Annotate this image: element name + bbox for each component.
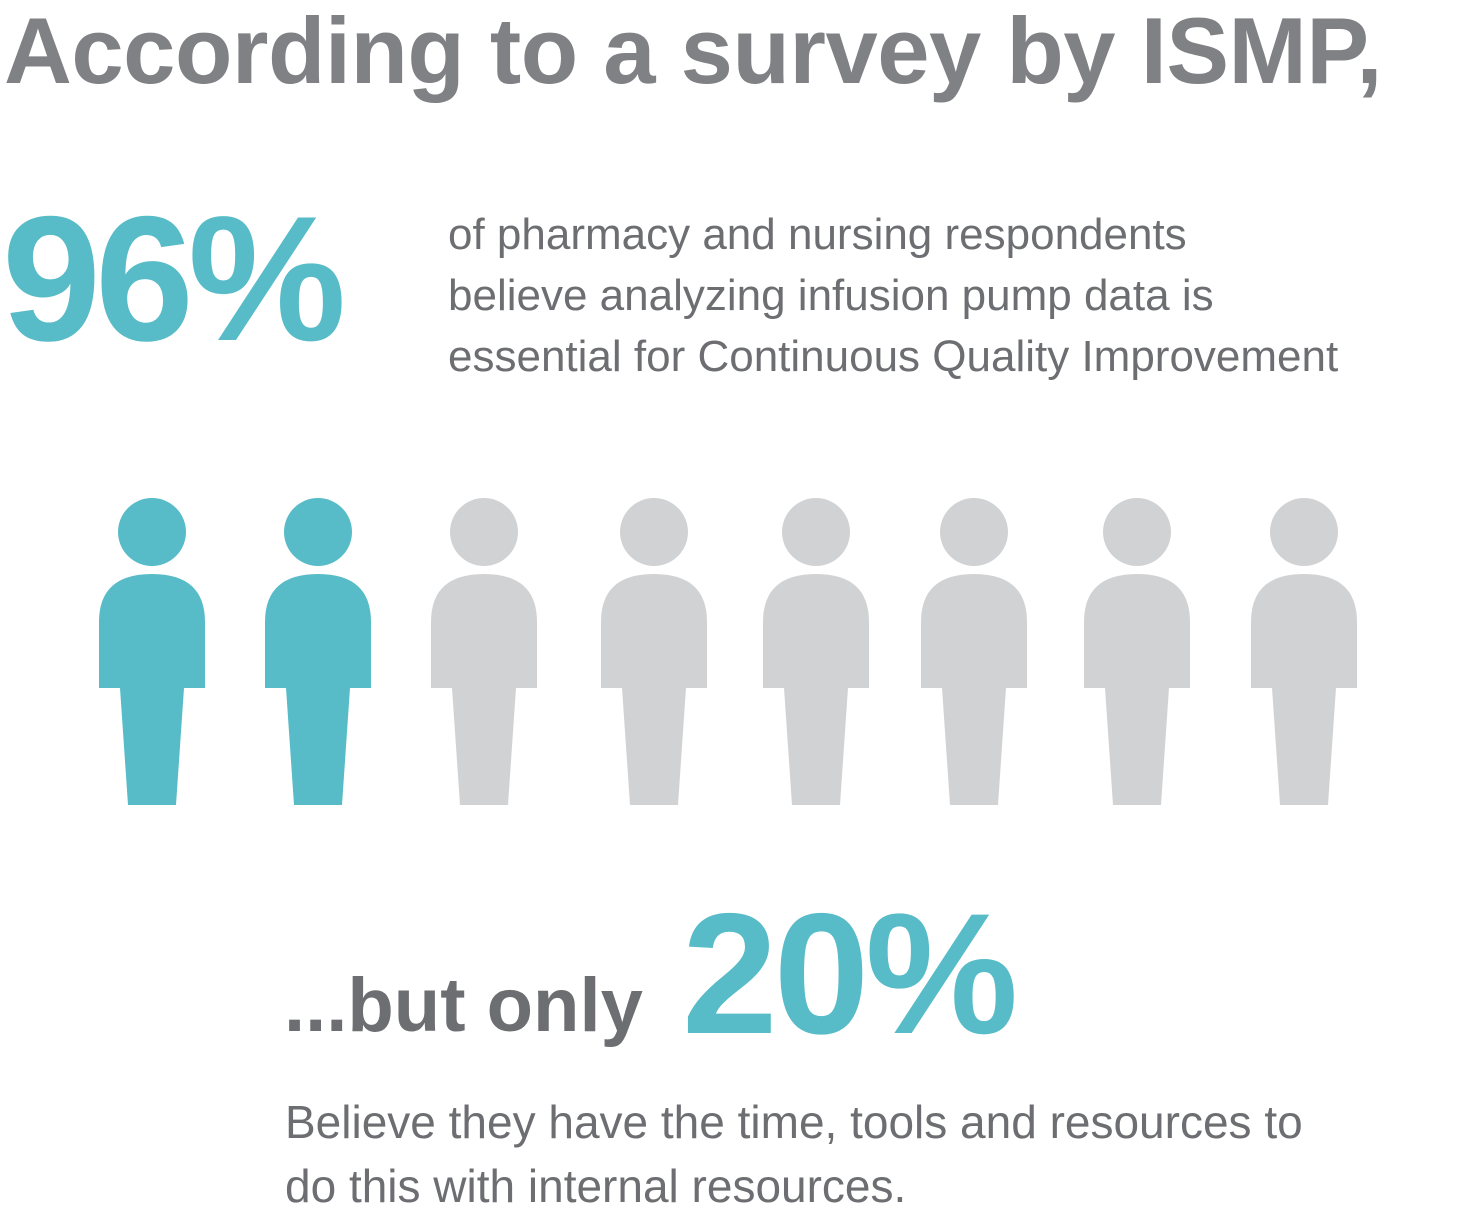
person-body [763,574,869,805]
person-icon-graphic [431,498,537,805]
stat-20-description: Believe they have the time, tools and re… [285,1090,1480,1218]
person-icon-graphic [601,498,707,805]
person-icon [431,490,537,806]
person-icon-graphic [265,498,371,805]
headline: According to a survey by ISMP, [4,0,1383,103]
person-icon [1251,490,1357,806]
person-head [782,498,850,566]
person-body [601,574,707,805]
stat-96-percent: 96% [2,179,346,378]
person-icon [265,490,371,806]
but-only-text: ...but only [284,963,643,1048]
stat-20-description-line: do this with internal resources. [285,1160,907,1212]
person-body [265,574,371,805]
person-body [1251,574,1357,805]
person-icon-graphic [1084,498,1190,805]
stat-96-description-line: of pharmacy and nursing respondents [448,210,1187,259]
person-icon [99,490,205,806]
person-head [940,498,1008,566]
person-body [1084,574,1190,805]
person-head [1270,498,1338,566]
person-body [99,574,205,805]
person-head [1103,498,1171,566]
person-icon [601,490,707,806]
people-pictogram [0,490,1483,810]
person-body [921,574,1027,805]
stat-96-description-line: essential for Continuous Quality Improve… [448,332,1339,381]
person-head [284,498,352,566]
stat-96-description-line: believe analyzing infusion pump data is [448,271,1214,320]
stat-20-description-line: Believe they have the time, tools and re… [285,1096,1303,1148]
person-head [620,498,688,566]
person-icon-graphic [99,498,205,805]
person-icon [921,490,1027,806]
stat-20-percent: 20% [682,878,1018,1070]
person-icon [763,490,869,806]
person-head [118,498,186,566]
person-body [431,574,537,805]
person-icon-graphic [921,498,1027,805]
stat-96-description: of pharmacy and nursing respondents beli… [448,204,1478,387]
person-icon-graphic [1251,498,1357,805]
person-head [450,498,518,566]
person-icon-graphic [763,498,869,805]
person-icon [1084,490,1190,806]
